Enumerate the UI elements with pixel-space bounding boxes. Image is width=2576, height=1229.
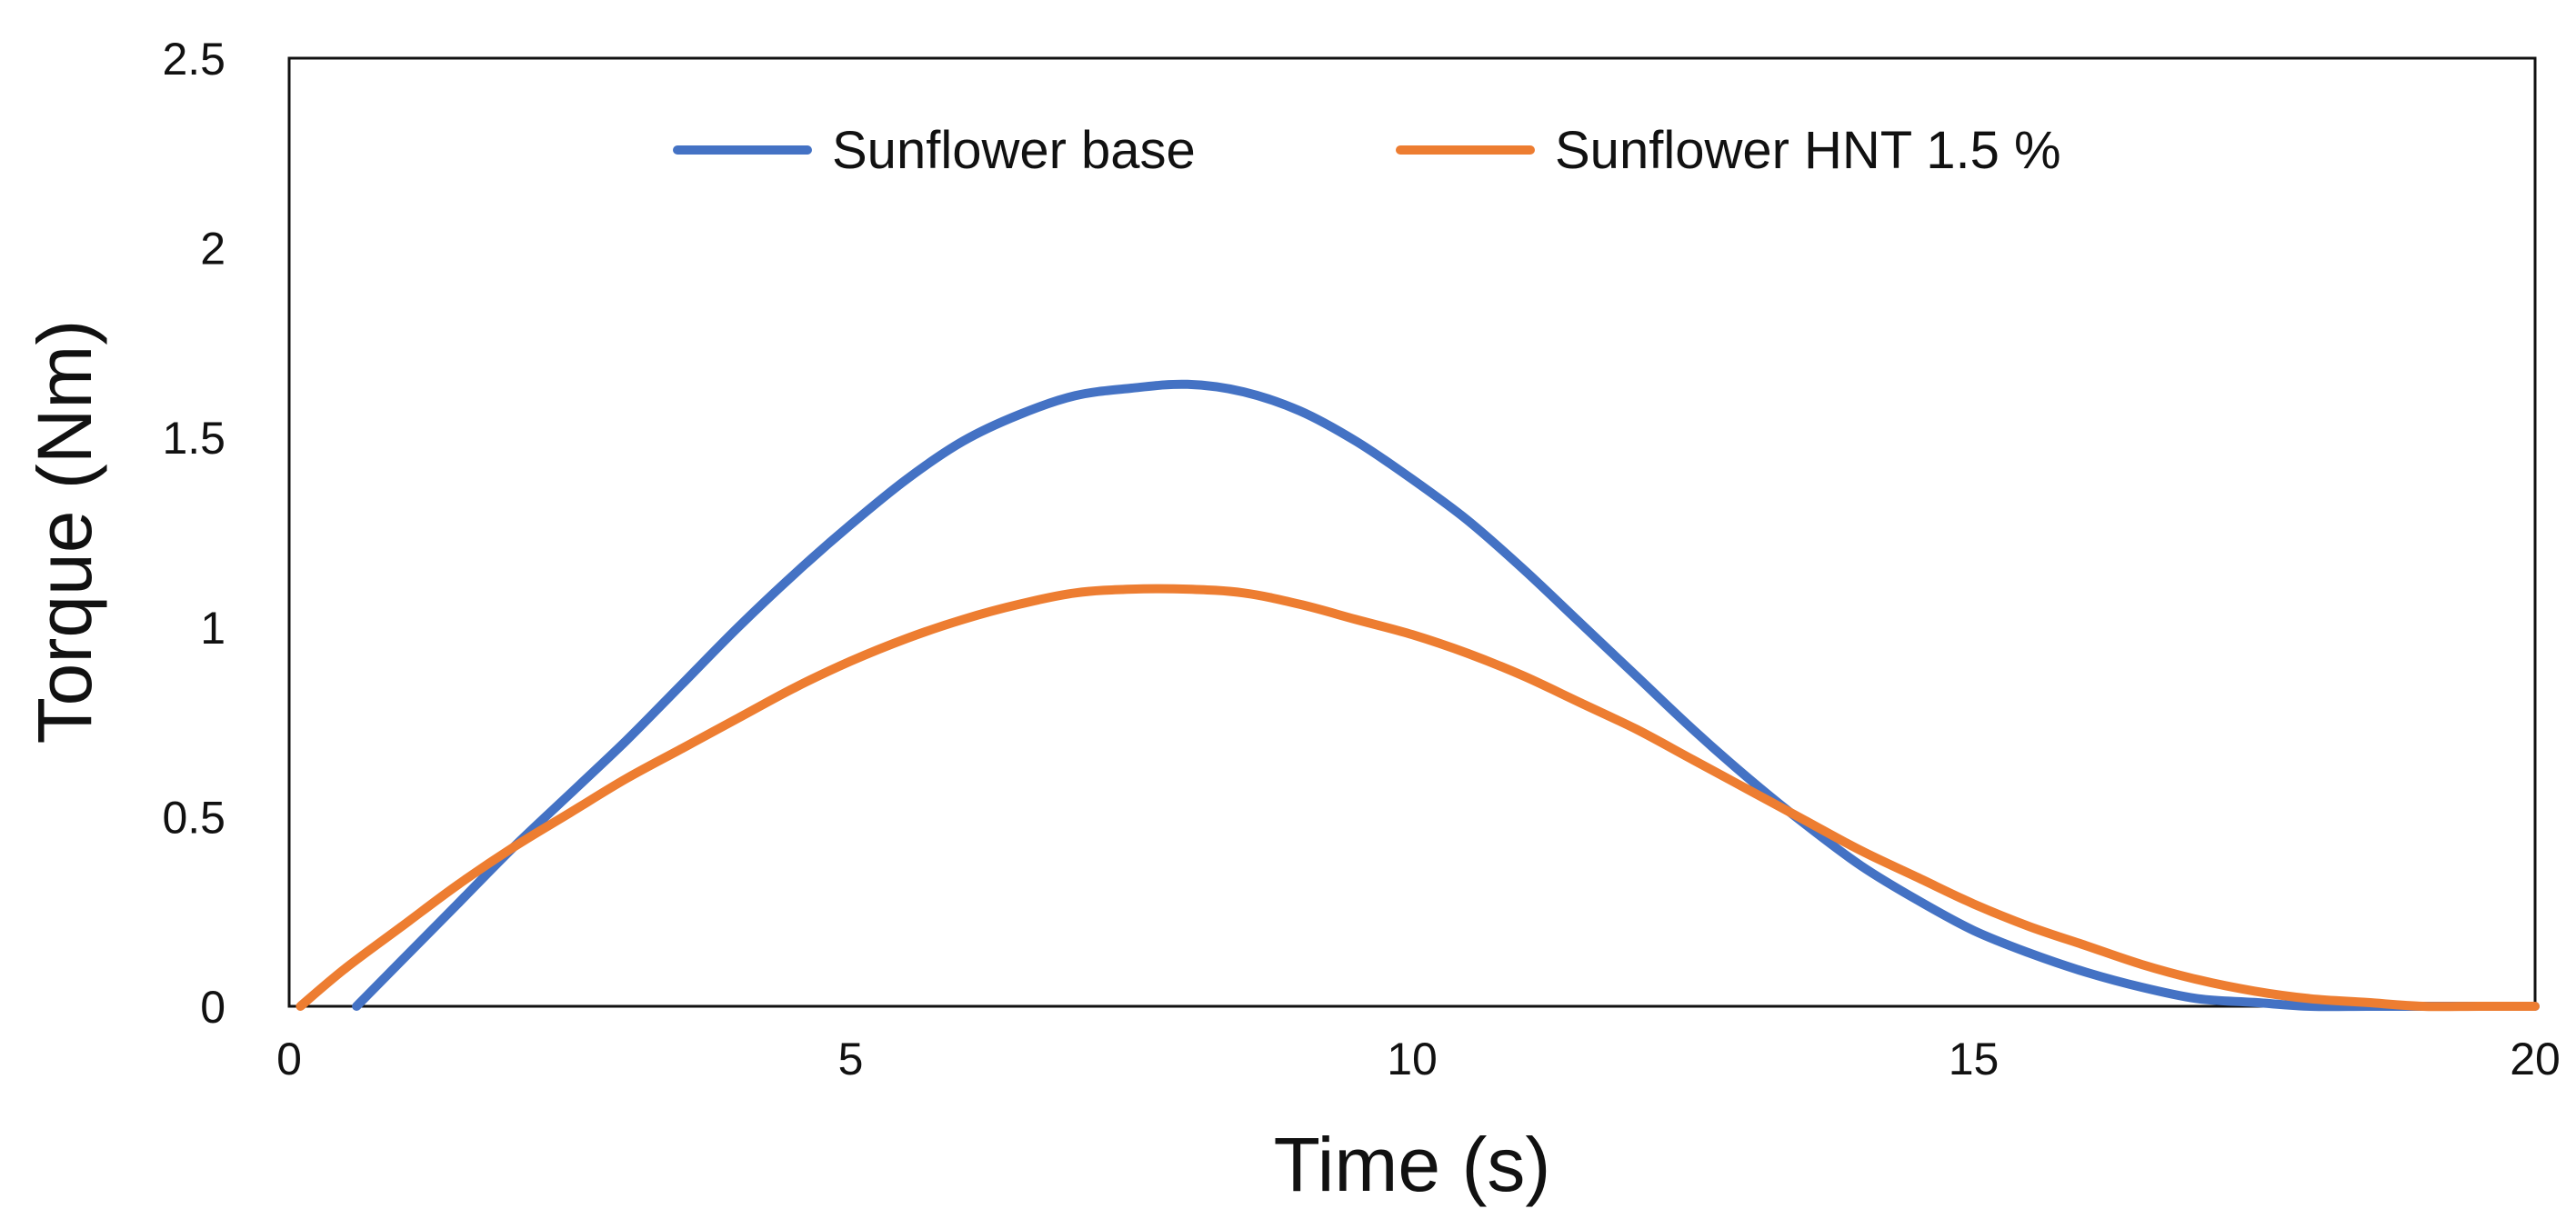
series-line-sunflower-base	[352, 379, 2540, 1012]
y-tick-label: 2.5	[162, 34, 226, 85]
y-tick-label: 1	[200, 603, 226, 654]
series-layer	[296, 379, 2540, 1012]
x-tick-label: 10	[1387, 1034, 1438, 1084]
x-tick-label: 20	[2510, 1034, 2561, 1084]
x-axis-title: Time (s)	[1274, 1122, 1551, 1207]
x-tick-label: 0	[276, 1034, 302, 1084]
x-tick-label: 5	[838, 1034, 864, 1084]
y-tick-label: 0	[200, 982, 226, 1033]
y-axis-title: Torque (Nm)	[22, 320, 107, 744]
y-tick-label: 0.5	[162, 792, 226, 843]
y-tick-label: 2	[200, 224, 226, 275]
y-tick-labels: 0 0.5 1 1.5 2 2.5	[162, 34, 226, 1033]
x-tick-label: 15	[1949, 1034, 2000, 1084]
x-tick-labels: 0 5 10 15 20	[276, 1034, 2561, 1084]
legend-label-sunflower-base: Sunflower base	[832, 121, 1196, 180]
plot-area	[287, 56, 2537, 1008]
series-line-sunflower-hnt	[296, 584, 2540, 1012]
legend-label-sunflower-hnt: Sunflower HNT 1.5 %	[1555, 121, 2061, 180]
legend: Sunflower base Sunflower HNT 1.5 %	[673, 121, 2061, 180]
y-tick-label: 1.5	[162, 413, 226, 464]
